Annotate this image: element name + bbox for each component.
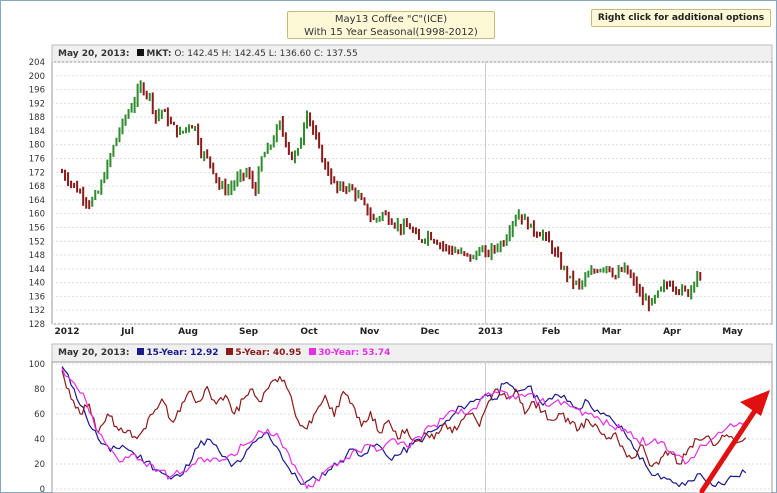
- open-value: 142.45: [187, 49, 219, 59]
- close-value: 137.55: [326, 49, 358, 59]
- mkt-label: MKT:: [146, 49, 172, 59]
- s30-label: 30-Year:: [318, 348, 360, 358]
- price-y-tick-label: 128: [29, 320, 45, 330]
- price-y-tick-label: 164: [29, 196, 45, 206]
- price-y-tick-label: 144: [29, 265, 45, 275]
- price-y-tick-label: 176: [29, 155, 45, 165]
- seasonal-y-tick-label: 60: [34, 410, 45, 420]
- s5-value: 40.95: [272, 348, 302, 358]
- chart-title: May13 Coffee "C"(ICE) With 15 Year Seaso…: [287, 11, 495, 39]
- price-x-tick-label: Sep: [239, 327, 259, 337]
- mkt-legend-square: [137, 49, 145, 56]
- price-y-tick-label: 168: [29, 182, 45, 192]
- s5-label: 5-Year:: [235, 348, 271, 358]
- price-x-tick-label: May: [722, 327, 743, 337]
- seasonal-y-tick-label: 40: [34, 435, 45, 445]
- seasonal-y-tick-label: 20: [34, 460, 45, 470]
- additional-options-button[interactable]: Right click for additional options: [591, 9, 771, 27]
- seasonal-y-axis: 0 20 40 60 80 100: [29, 360, 45, 493]
- seasonal-lines: [61, 366, 747, 490]
- s15-legend-square: [137, 348, 145, 355]
- price-x-tick-label: Dec: [421, 327, 440, 337]
- price-x-tick-label: Aug: [178, 327, 198, 337]
- seasonal-y-tick-label: 80: [34, 385, 45, 395]
- price-y-tick-label: 188: [29, 113, 45, 123]
- price-y-tick-label: 184: [29, 127, 45, 137]
- seasonal-y-tick-label: 0: [40, 485, 45, 493]
- low-value: 136.60: [279, 49, 312, 59]
- low-label: L:: [268, 49, 277, 59]
- seasonal-line-5-year: [61, 370, 747, 468]
- price-x-tick-label: Mar: [602, 327, 622, 337]
- price-y-tick-label: 192: [29, 99, 45, 109]
- seasonal-y-tick-label: 100: [29, 360, 45, 370]
- price-x-tick-label: Oct: [300, 327, 318, 337]
- seasonal-date-label: May 20, 2013:: [58, 348, 130, 358]
- seasonal-gridlines: [52, 362, 772, 493]
- price-y-tick-label: 180: [29, 141, 45, 151]
- price-x-tick-label: 2012: [54, 327, 79, 337]
- high-value: 142.45: [234, 49, 266, 59]
- arrow-shaft: [699, 403, 761, 493]
- seasonal-panel-header: May 20, 2013: 15-Year: 12.92 5-Year: 40.…: [58, 345, 390, 361]
- chart-title-line2: With 15 Year Seasonal(1998-2012): [304, 27, 478, 38]
- price-x-tick-label: Apr: [663, 327, 681, 337]
- seasonal-plot-area: [51, 361, 773, 493]
- price-y-tick-label: 204: [29, 58, 45, 68]
- price-x-tick-label: Jul: [120, 327, 134, 337]
- price-y-axis: 128 132 136 140 144 148 152 156 160 164 168 172 176 1…: [29, 58, 45, 330]
- s5-legend-square: [226, 348, 234, 355]
- price-y-tick-label: 196: [29, 86, 45, 96]
- price-x-tick-label: Nov: [360, 327, 380, 337]
- price-y-tick-label: 140: [29, 279, 45, 289]
- red-arrow-annotation: [699, 390, 770, 493]
- seasonal-line-15-year: [61, 366, 747, 488]
- seasonal-line-30-year: [61, 367, 747, 490]
- price-x-tick-label: Feb: [542, 327, 561, 337]
- price-gridlines: [52, 61, 772, 325]
- price-y-tick-label: 160: [29, 210, 45, 220]
- s30-value: 53.74: [361, 348, 391, 358]
- s15-label: 15-Year:: [146, 348, 188, 358]
- price-x-axis: 2012 Jul Aug Sep Oct Nov Dec 2013 Feb Mar Apr May: [54, 327, 742, 337]
- price-y-tick-label: 132: [29, 306, 45, 316]
- price-panel-header: May 20, 2013: MKT: O: 142.45 H: 142.45 L…: [58, 46, 358, 62]
- s15-value: 12.92: [190, 348, 219, 358]
- price-y-tick-label: 148: [29, 251, 45, 261]
- close-label: C:: [314, 49, 324, 59]
- price-y-tick-label: 156: [29, 223, 45, 233]
- price-date-label: May 20, 2013:: [58, 49, 130, 59]
- chart-title-line1: May13 Coffee "C"(ICE): [334, 14, 448, 25]
- price-y-tick-label: 152: [29, 237, 45, 247]
- arrow-head: [740, 390, 770, 416]
- s30-legend-square: [309, 348, 317, 355]
- price-plot-area: [51, 61, 773, 325]
- open-label: O:: [174, 49, 185, 59]
- high-label: H:: [221, 49, 232, 59]
- price-bars: [61, 80, 702, 312]
- price-x-tick-label: 2013: [478, 327, 503, 337]
- price-y-tick-label: 136: [29, 292, 45, 302]
- price-y-tick-label: 172: [29, 168, 45, 178]
- price-y-tick-label: 200: [29, 72, 45, 82]
